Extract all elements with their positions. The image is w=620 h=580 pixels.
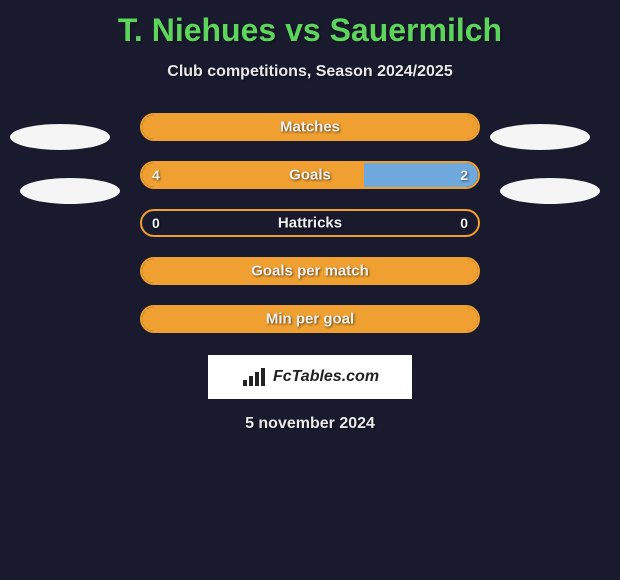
stat-left-value: 4 [152, 167, 160, 183]
stat-label: Goals [289, 167, 331, 184]
subtitle: Club competitions, Season 2024/2025 [0, 49, 620, 81]
stat-row-hattricks: 0 Hattricks 0 [140, 209, 480, 237]
side-ellipse-1 [20, 178, 120, 204]
stat-label: Matches [280, 119, 340, 136]
side-ellipse-0 [10, 124, 110, 150]
stat-row-goals: 4 Goals 2 [140, 161, 480, 189]
stat-left-value: 0 [152, 215, 160, 231]
stat-row-min-per-goal: Min per goal [140, 305, 480, 333]
page-title: T. Niehues vs Sauermilch [0, 0, 620, 49]
bars-icon [241, 366, 269, 388]
side-ellipse-3 [500, 178, 600, 204]
stat-label: Goals per match [251, 263, 369, 280]
stat-right-value: 2 [460, 167, 468, 183]
stat-row-goals-per-match: Goals per match [140, 257, 480, 285]
stat-row-matches: Matches [140, 113, 480, 141]
stat-right-value: 0 [460, 215, 468, 231]
logo-text: FcTables.com [273, 368, 379, 386]
stat-label: Hattricks [278, 215, 342, 232]
comparison-infographic: T. Niehues vs Sauermilch Club competitio… [0, 0, 620, 580]
side-ellipse-2 [490, 124, 590, 150]
fctables-logo: FcTables.com [208, 355, 412, 399]
date-text: 5 november 2024 [0, 415, 620, 433]
stat-label: Min per goal [266, 311, 354, 328]
